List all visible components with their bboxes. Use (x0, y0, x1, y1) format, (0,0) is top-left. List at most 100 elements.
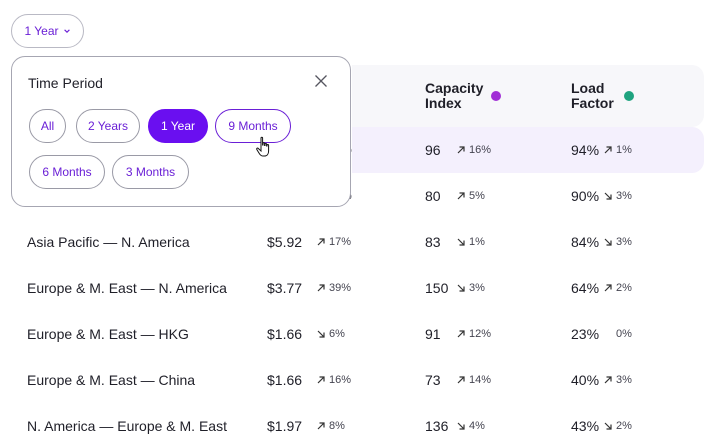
load-cell: 84% (571, 234, 600, 250)
price-change-cell: 8% (316, 403, 345, 442)
capacity-cell: 96 (425, 142, 441, 158)
capacity-change-cell: 16% (456, 127, 491, 173)
close-button[interactable] (312, 72, 330, 90)
price-change-cell: 17% (316, 219, 351, 265)
load-change-value: 3% (616, 236, 632, 248)
period-option-9-months[interactable]: 9 Months (215, 109, 291, 143)
price-change-value: 6% (329, 328, 345, 340)
no-change-spacer (603, 329, 613, 339)
arrow-down-right-icon (604, 422, 612, 430)
arrow-down-right-icon (457, 422, 465, 430)
arrow-down-right-icon (457, 284, 465, 292)
load-change-cell: 3% (603, 357, 632, 403)
period-option-all[interactable]: All (29, 109, 66, 143)
load-cell: 64% (571, 280, 600, 296)
price-cell: $1.66 (267, 326, 303, 342)
load-change-cell: 2% (603, 403, 632, 442)
capacity-cell: 73 (425, 372, 441, 388)
table-row[interactable]: Asia Pacific — N. America $5.92 17% 83 1% 84%… (0, 219, 714, 265)
load-change-cell: 0% (603, 311, 632, 357)
arrow-up-right-icon (317, 238, 325, 246)
arrow-down-right-icon (457, 238, 465, 246)
arrow-up-right-icon (457, 330, 465, 338)
capacity-change-cell: 12% (456, 311, 491, 357)
table-row[interactable]: Europe & M. East — HKG $1.66 6% 91 12% 23% 0% (0, 311, 714, 357)
table-row[interactable]: %805%90%3% (0, 173, 714, 219)
hand-cursor-icon (256, 136, 270, 157)
arrow-up-right-icon (317, 284, 325, 292)
column-header-capacity-label: Capacity Index (425, 80, 484, 111)
capacity-legend-dot (491, 91, 501, 101)
route-cell: N. America — Europe & M. East (27, 418, 227, 434)
price-cell: $1.66 (267, 372, 303, 388)
arrow-up-right-icon (317, 376, 325, 384)
column-header-capacity[interactable]: Capacity Index (425, 81, 501, 111)
price-change-value: 8% (329, 420, 345, 432)
arrow-down-right-icon (604, 192, 612, 200)
load-cell: 90% (571, 188, 600, 204)
column-header-load[interactable]: Load Factor (571, 81, 634, 111)
load-cell: 43% (571, 418, 600, 434)
time-period-dropdown[interactable]: 1 Year (11, 14, 84, 48)
route-cell: Europe & M. East — China (27, 372, 196, 388)
price-change-cell: 39% (316, 265, 351, 311)
price-cell: $3.77 (267, 280, 303, 296)
price-change-value: 16% (329, 374, 352, 386)
load-cell: 94% (571, 142, 600, 158)
price-cell: $5.92 (267, 234, 303, 250)
capacity-change-value: 4% (469, 420, 485, 432)
load-change-value: 2% (616, 282, 632, 294)
period-option-1-year[interactable]: 1 Year (148, 109, 208, 143)
period-option-6-months[interactable]: 6 Months (29, 155, 105, 189)
capacity-change-cell: 1% (456, 219, 485, 265)
route-cell: Europe & M. East — N. America (27, 280, 227, 296)
chevron-down-icon (63, 29, 70, 33)
close-icon (315, 75, 327, 87)
popover-title: Time Period (28, 75, 103, 91)
arrow-down-right-icon (317, 330, 325, 338)
capacity-cell: 83 (425, 234, 441, 250)
price-change-cell: 16% (316, 357, 351, 403)
table-row[interactable]: N. America — Europe & M. East $1.97 8% 136 4… (0, 403, 714, 442)
arrow-up-right-icon (457, 376, 465, 384)
capacity-change-cell: 5% (456, 173, 485, 219)
load-change-cell: 3% (603, 219, 632, 265)
arrow-down-right-icon (604, 238, 612, 246)
arrow-up-right-icon (457, 146, 465, 154)
capacity-change-cell: 3% (456, 265, 485, 311)
price-change-value: 39% (329, 282, 352, 294)
table-row[interactable]: Europe & M. East — China $1.66 16% 73 14% 40%… (0, 357, 714, 403)
arrow-up-right-icon (604, 376, 612, 384)
capacity-change-value: 16% (469, 144, 492, 156)
load-change-cell: 1% (603, 127, 632, 173)
capacity-cell: 91 (425, 326, 441, 342)
load-legend-dot (624, 91, 634, 101)
row-highlight (352, 127, 704, 173)
load-change-value: 3% (616, 190, 632, 202)
price-change-value: 17% (329, 236, 352, 248)
time-period-popover: Time Period All 2 Years 1 Year 9 Months 6 Mo… (11, 56, 351, 207)
price-change-cell: 6% (316, 311, 345, 357)
period-option-2-years[interactable]: 2 Years (76, 109, 140, 143)
load-change-value: 0% (616, 328, 632, 340)
load-cell: 23% (571, 326, 600, 342)
price-cell: $1.97 (267, 418, 303, 434)
load-change-cell: 3% (603, 173, 632, 219)
capacity-cell: 136 (425, 418, 449, 434)
arrow-up-right-icon (457, 192, 465, 200)
arrow-up-right-icon (604, 146, 612, 154)
table-row[interactable]: Europe & M. East — N. America $3.77 39% 150… (0, 265, 714, 311)
load-change-cell: 2% (603, 265, 632, 311)
capacity-change-value: 1% (469, 236, 485, 248)
load-change-value: 2% (616, 420, 632, 432)
arrow-up-right-icon (604, 284, 612, 292)
capacity-change-value: 5% (469, 190, 485, 202)
capacity-change-cell: 14% (456, 357, 491, 403)
capacity-change-value: 14% (469, 374, 492, 386)
capacity-cell: 80 (425, 188, 441, 204)
period-option-3-months[interactable]: 3 Months (112, 155, 189, 189)
capacity-cell: 150 (425, 280, 449, 296)
capacity-change-value: 3% (469, 282, 485, 294)
load-cell: 40% (571, 372, 600, 388)
route-cell: Europe & M. East — HKG (27, 326, 189, 342)
